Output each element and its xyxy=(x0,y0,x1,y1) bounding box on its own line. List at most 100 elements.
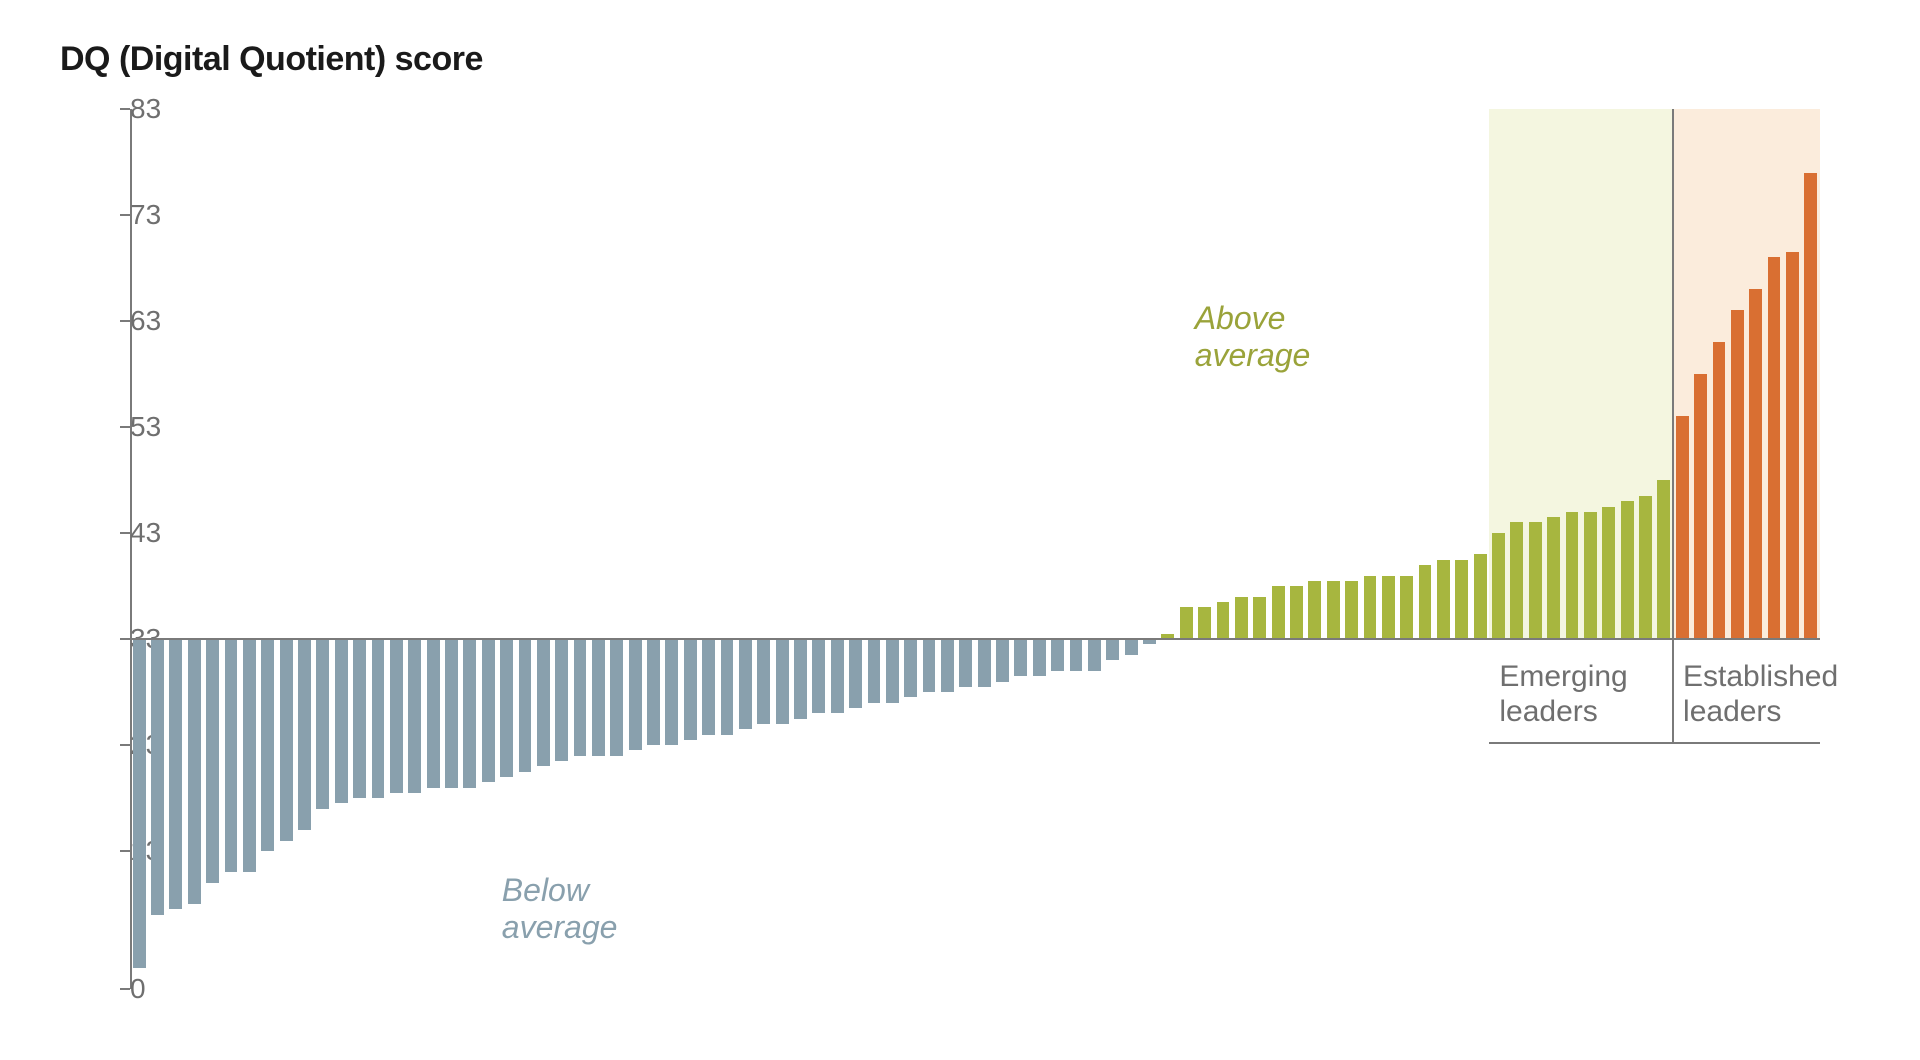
bar xyxy=(1492,533,1505,639)
bar xyxy=(1786,252,1799,639)
bar xyxy=(1033,639,1046,676)
bar xyxy=(1529,522,1542,639)
bar xyxy=(1088,639,1101,671)
y-tick-label: 63 xyxy=(130,305,144,337)
bar xyxy=(1253,597,1266,639)
chart-title: DQ (Digital Quotient) score xyxy=(60,40,1860,79)
y-tick-mark xyxy=(120,426,130,428)
bar xyxy=(1051,639,1064,671)
band-divider xyxy=(1672,109,1674,639)
legend-emerging: Emergingleaders xyxy=(1499,660,1627,729)
legend-established: Establishedleaders xyxy=(1683,660,1838,729)
bar xyxy=(794,639,807,719)
bar xyxy=(776,639,789,724)
bar xyxy=(427,639,440,787)
bar xyxy=(1217,602,1230,639)
bar xyxy=(1749,289,1762,639)
annotation-below: Belowaverage xyxy=(502,872,618,946)
baseline xyxy=(130,638,1820,640)
bar xyxy=(831,639,844,713)
bar xyxy=(923,639,936,692)
bar xyxy=(1364,576,1377,640)
bar xyxy=(1125,639,1138,655)
bar xyxy=(225,639,238,872)
bar xyxy=(1676,416,1689,639)
bar xyxy=(978,639,991,687)
bar xyxy=(941,639,954,692)
bar xyxy=(1382,576,1395,640)
y-tick-label: 43 xyxy=(130,517,144,549)
legend-divider xyxy=(1672,639,1674,742)
bar xyxy=(1290,586,1303,639)
bar xyxy=(151,639,164,915)
bar xyxy=(739,639,752,729)
bar xyxy=(959,639,972,687)
bar xyxy=(721,639,734,734)
bar xyxy=(372,639,385,798)
bar xyxy=(1510,522,1523,639)
bar xyxy=(1400,576,1413,640)
bar xyxy=(1272,586,1285,639)
y-tick-mark xyxy=(120,638,130,640)
bar xyxy=(1235,597,1248,639)
bar xyxy=(592,639,605,756)
bar xyxy=(1180,607,1193,639)
y-tick-mark xyxy=(120,108,130,110)
bar xyxy=(574,639,587,756)
bar xyxy=(1584,512,1597,639)
bar xyxy=(408,639,421,793)
bar xyxy=(1070,639,1083,671)
bar xyxy=(482,639,495,782)
bar xyxy=(519,639,532,772)
bar xyxy=(1419,565,1432,639)
bar xyxy=(1547,517,1560,639)
bar xyxy=(537,639,550,766)
bar xyxy=(1014,639,1027,676)
bar xyxy=(280,639,293,840)
bar xyxy=(500,639,513,777)
bar xyxy=(1437,560,1450,640)
bar xyxy=(1602,507,1615,640)
bar xyxy=(261,639,274,851)
bar xyxy=(1768,257,1781,639)
bar xyxy=(1639,496,1652,639)
bar xyxy=(684,639,697,740)
bar xyxy=(849,639,862,708)
y-tick-mark xyxy=(120,850,130,852)
bar xyxy=(1621,501,1634,639)
bar xyxy=(463,639,476,787)
bar xyxy=(1731,310,1744,639)
bar xyxy=(1198,607,1211,639)
bar xyxy=(1345,581,1358,639)
bar xyxy=(1657,480,1670,639)
bar xyxy=(886,639,899,703)
bar xyxy=(555,639,568,761)
y-tick-mark xyxy=(120,214,130,216)
bar xyxy=(1694,374,1707,639)
bar xyxy=(665,639,678,745)
bar xyxy=(702,639,715,734)
bar xyxy=(206,639,219,883)
legend-underline-established xyxy=(1673,742,1820,744)
y-tick-label: 73 xyxy=(130,199,144,231)
y-tick-label: 53 xyxy=(130,411,144,443)
bar xyxy=(812,639,825,713)
bar xyxy=(243,639,256,872)
bar xyxy=(1106,639,1119,660)
y-tick-label: 0 xyxy=(130,973,144,1005)
bar xyxy=(298,639,311,830)
bar xyxy=(390,639,403,793)
bar xyxy=(1455,560,1468,640)
legend-underline-emerging xyxy=(1489,742,1673,744)
annotation-above: Aboveaverage xyxy=(1195,300,1311,374)
y-tick-mark xyxy=(120,532,130,534)
bar xyxy=(629,639,642,750)
dq-bar-chart: 01323334353637383AboveaverageBelowaverag… xyxy=(60,109,1820,989)
y-tick-label: 83 xyxy=(130,93,144,125)
bar xyxy=(868,639,881,703)
bar xyxy=(445,639,458,787)
bar xyxy=(1308,581,1321,639)
bar xyxy=(610,639,623,756)
y-tick-mark xyxy=(120,744,130,746)
y-tick-mark xyxy=(120,988,130,990)
